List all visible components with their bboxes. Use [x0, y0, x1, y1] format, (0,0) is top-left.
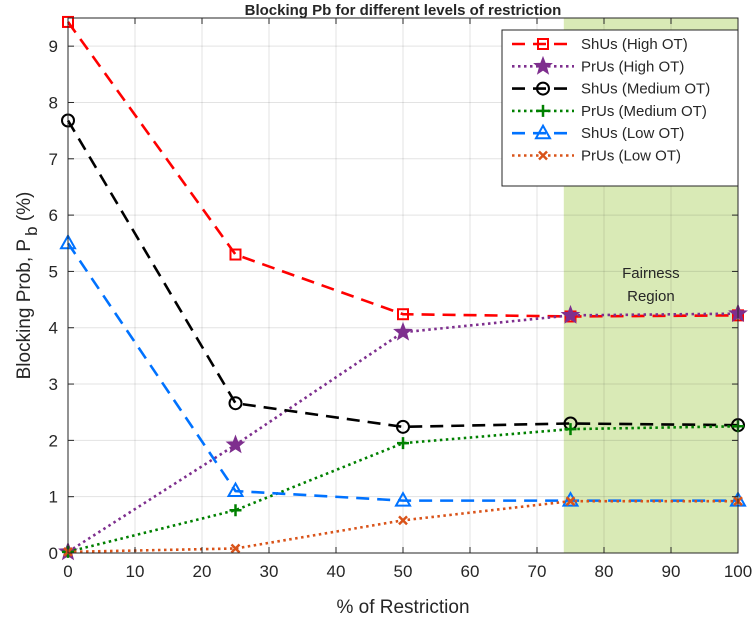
fairness-region-label: Region	[627, 288, 675, 305]
x-tick-label: 50	[394, 562, 413, 581]
legend-marker	[537, 104, 549, 117]
legend-label: ShUs (High OT)	[581, 36, 688, 53]
data-point	[396, 419, 410, 434]
data-point	[229, 248, 242, 261]
series-line	[67, 312, 739, 553]
y-axis-label-main: Blocking Prob, P	[14, 239, 35, 379]
fairness-region-label: Fairness	[622, 265, 680, 282]
x-tick-label: 80	[595, 562, 614, 581]
data-point	[230, 543, 241, 554]
y-tick-label: 4	[49, 319, 58, 338]
legend: ShUs (High OT) PrUs (High OT) ShUs (Medium…	[501, 29, 739, 187]
x-tick-label: 0	[63, 562, 72, 581]
legend-marker	[538, 150, 548, 161]
legend-item: PrUs (High OT)	[512, 55, 684, 75]
data-point	[397, 437, 409, 450]
legend-marker	[534, 123, 552, 140]
tick-layer: 0 10 20 30 40 50 60 70 80 90 100 0 1 2 3 4 5 6 7 8 9	[49, 18, 752, 581]
y-tick-label: 1	[49, 488, 58, 507]
x-tick-label: 30	[260, 562, 279, 581]
x-axis-label: % of Restriction	[336, 597, 469, 618]
y-tick-label: 2	[49, 431, 58, 450]
x-tick-label: 60	[461, 562, 480, 581]
data-point	[398, 515, 408, 526]
legend-item: ShUs (Medium OT)	[512, 81, 710, 98]
y-axis-label: Blocking Prob, P b (%)	[14, 192, 41, 380]
y-tick-label: 9	[49, 37, 58, 56]
y-tick-label: 0	[49, 544, 58, 563]
series-line	[66, 242, 738, 502]
y-tick-label: 8	[49, 93, 58, 112]
data-point	[564, 423, 577, 436]
series-line	[67, 424, 739, 554]
y-tick-label: 5	[49, 262, 58, 281]
series-layer	[58, 15, 748, 561]
legend-box	[501, 29, 739, 187]
data-point	[226, 481, 245, 498]
legend-label: PrUs (High OT)	[581, 58, 684, 75]
data-point	[560, 304, 581, 324]
data-point	[393, 321, 413, 341]
legend-marker	[537, 38, 549, 50]
y-tick-label: 6	[49, 206, 58, 225]
x-tick-label: 70	[528, 562, 547, 581]
x-tick-label: 10	[126, 562, 145, 581]
x-tick-label: 20	[193, 562, 212, 581]
legend-label: ShUs (Medium OT)	[581, 81, 710, 98]
legend-marker	[536, 81, 550, 96]
legend-label: ShUs (Low OT)	[581, 125, 684, 142]
chart-title: Blocking Pb for different levels of rest…	[245, 2, 562, 19]
x-tick-label: 40	[327, 562, 346, 581]
y-tick-label: 7	[49, 150, 58, 169]
data-point	[565, 496, 576, 507]
y-axis-label-unit: (%)	[14, 192, 35, 227]
data-point	[229, 504, 242, 517]
y-tick-label: 3	[49, 375, 58, 394]
legend-item: ShUs (High OT)	[512, 36, 688, 53]
series-6	[63, 496, 743, 557]
legend-label: PrUs (Medium OT)	[581, 103, 707, 120]
data-point	[394, 491, 412, 507]
x-tick-label: 100	[724, 562, 752, 581]
legend-item: PrUs (Low OT)	[512, 148, 681, 165]
series-line	[66, 21, 739, 318]
series-4	[62, 420, 744, 558]
data-point	[228, 396, 243, 411]
legend-label: PrUs (Low OT)	[581, 148, 681, 165]
y-axis-label-subscript: b	[22, 226, 41, 235]
legend-item: ShUs (Low OT)	[512, 123, 684, 142]
legend-item: PrUs (Medium OT)	[512, 103, 707, 120]
x-tick-label: 90	[662, 562, 681, 581]
series-line	[66, 119, 739, 429]
data-point	[397, 308, 409, 321]
data-point	[225, 434, 246, 454]
legend-marker	[533, 55, 553, 75]
